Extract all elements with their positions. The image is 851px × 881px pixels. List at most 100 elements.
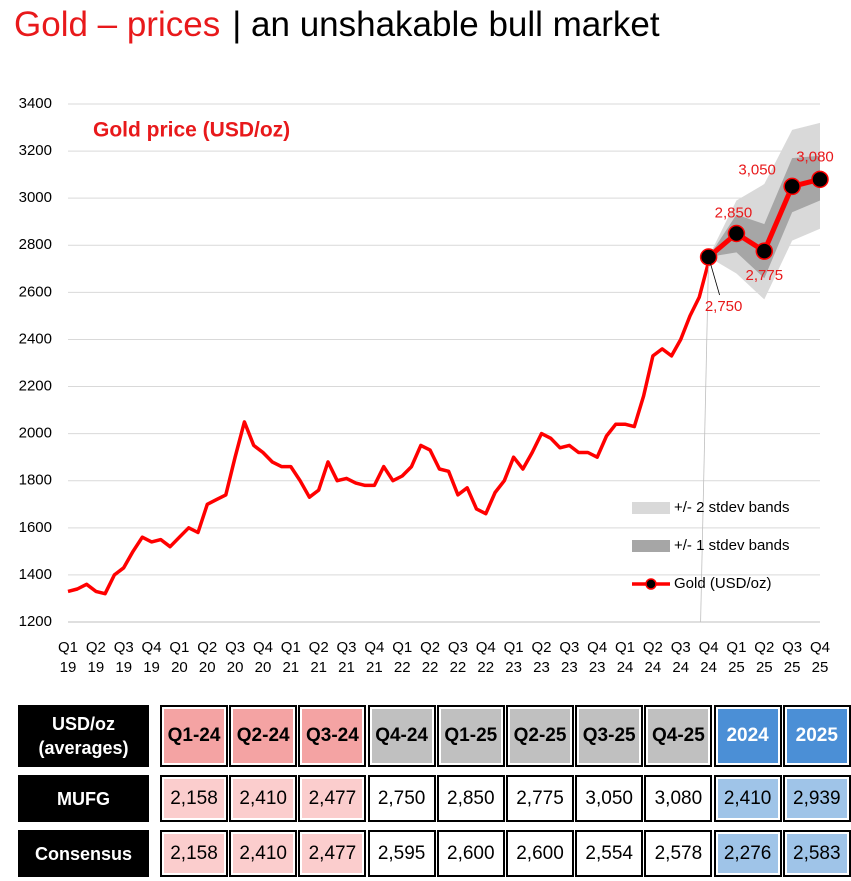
x-tick-label: 21	[282, 659, 299, 676]
x-tick-label: 22	[450, 659, 467, 676]
table-cell: 2,600	[506, 830, 574, 877]
x-tick-label: 19	[115, 659, 132, 676]
x-tick-label: Q4	[142, 639, 162, 656]
x-tick-label: Q1	[58, 639, 78, 656]
data-label: 2,750	[705, 298, 743, 315]
y-tick-label: 2200	[19, 378, 52, 395]
x-tick-label: Q1	[169, 639, 189, 656]
table-cell: 2,554	[575, 830, 644, 877]
x-tick-label: 20	[255, 659, 272, 676]
column-header: Q2-25	[506, 705, 574, 767]
table-cell: 2,750	[367, 775, 436, 822]
x-tick-label: Q3	[782, 639, 802, 656]
leader-line	[700, 257, 709, 623]
x-tick-label: Q2	[420, 639, 440, 656]
x-tick-label: 21	[366, 659, 383, 676]
y-tick-label: 1200	[19, 613, 52, 630]
x-tick-label: Q2	[197, 639, 217, 656]
x-tick-label: 22	[422, 659, 439, 676]
label-leader	[708, 256, 720, 296]
title-black: | an unshakable bull market	[232, 5, 660, 44]
x-tick-label: Q2	[643, 639, 663, 656]
x-tick-label: 22	[477, 659, 494, 676]
x-tick-label: 24	[645, 659, 662, 676]
x-tick-label: Q3	[225, 639, 245, 656]
x-tick-label: 25	[728, 659, 745, 676]
forecast-point	[783, 177, 801, 196]
x-tick-label: Q4	[253, 639, 273, 656]
column-header: Q2-24	[229, 705, 298, 767]
price-history-line	[67, 261, 711, 596]
x-tick-label: Q2	[309, 639, 329, 656]
legend-label: +/- 2 stdev bands	[674, 499, 790, 516]
column-header: 2024	[713, 705, 782, 767]
chart: Gold – prices | an unshakable bull market…	[14, 5, 834, 676]
table-cell: 2,939	[782, 775, 851, 822]
x-tick-label: 20	[227, 659, 244, 676]
corner-text: (averages)	[38, 738, 129, 758]
table-cell: 2,595	[367, 830, 436, 877]
table-cell: 2,410	[229, 775, 298, 822]
page-title: Gold – prices | an unshakable bull market	[14, 5, 660, 44]
x-tick-label: 23	[589, 659, 606, 676]
x-tick-label: Q1	[615, 639, 635, 656]
y-tick-label: 2400	[19, 330, 52, 347]
x-tick-label: Q2	[531, 639, 551, 656]
x-tick-label: Q1	[281, 639, 301, 656]
x-tick-label: Q1	[726, 639, 746, 656]
table-cell: 2,158	[160, 830, 228, 877]
x-tick-label: Q2	[754, 639, 774, 656]
x-tick-label: 23	[533, 659, 550, 676]
x-tick-label: Q2	[86, 639, 106, 656]
x-tick-label: 21	[310, 659, 327, 676]
x-tick-label: 24	[617, 659, 634, 676]
table-cell: 3,050	[575, 775, 644, 822]
x-tick-label: 19	[88, 659, 105, 676]
x-tick-label: 20	[171, 659, 188, 676]
table-cell: 3,080	[644, 775, 713, 822]
x-tick-label: Q3	[114, 639, 134, 656]
row-header: MUFG	[18, 775, 149, 822]
column-header: Q3-24	[298, 705, 367, 767]
x-tick-label: Q1	[504, 639, 524, 656]
x-tick-label: Q4	[364, 639, 384, 656]
x-tick-label: 25	[756, 659, 773, 676]
x-tick-label: Q3	[559, 639, 579, 656]
x-tick-label: 23	[561, 659, 578, 676]
legend-swatch	[645, 578, 657, 590]
forecast-point	[811, 170, 829, 189]
legend-label: Gold (USD/oz)	[674, 575, 772, 592]
table-cell: 2,583	[782, 830, 851, 877]
y-tick-label: 3200	[19, 142, 52, 159]
row-header: Consensus	[18, 830, 149, 877]
x-tick-label: 25	[812, 659, 829, 676]
column-header: 2025	[782, 705, 851, 767]
x-tick-label: Q4	[699, 639, 719, 656]
forecast-point	[755, 242, 774, 260]
table-cell: 2,410	[713, 775, 782, 822]
column-header: Q4-25	[644, 705, 713, 767]
data-label: 3,080	[796, 148, 834, 165]
y-tick-label: 3000	[19, 189, 52, 206]
y-tick-label: 2600	[19, 283, 52, 300]
y-tick-label: 2800	[19, 236, 52, 253]
y-tick-label: 1400	[19, 566, 52, 583]
x-tick-label: Q4	[476, 639, 496, 656]
column-header: Q1-25	[436, 705, 505, 767]
x-tick-label: Q3	[337, 639, 357, 656]
forecast-point	[727, 224, 746, 243]
table-cell: 2,477	[298, 775, 367, 822]
legend-label: +/- 1 stdev bands	[674, 537, 790, 554]
chart-title: Gold price (USD/oz)	[93, 119, 290, 142]
x-tick-label: 24	[700, 659, 717, 676]
table-cell: 2,850	[436, 775, 505, 822]
table-cell: 2,276	[713, 830, 782, 877]
table-cell: 2,477	[298, 830, 367, 877]
data-label: 2,850	[715, 204, 753, 221]
table-cell: 2,410	[229, 830, 298, 877]
x-tick-label: 25	[784, 659, 801, 676]
y-tick-label: 1800	[19, 472, 52, 489]
column-header: Q3-25	[575, 705, 644, 767]
y-tick-label: 2000	[19, 425, 52, 442]
